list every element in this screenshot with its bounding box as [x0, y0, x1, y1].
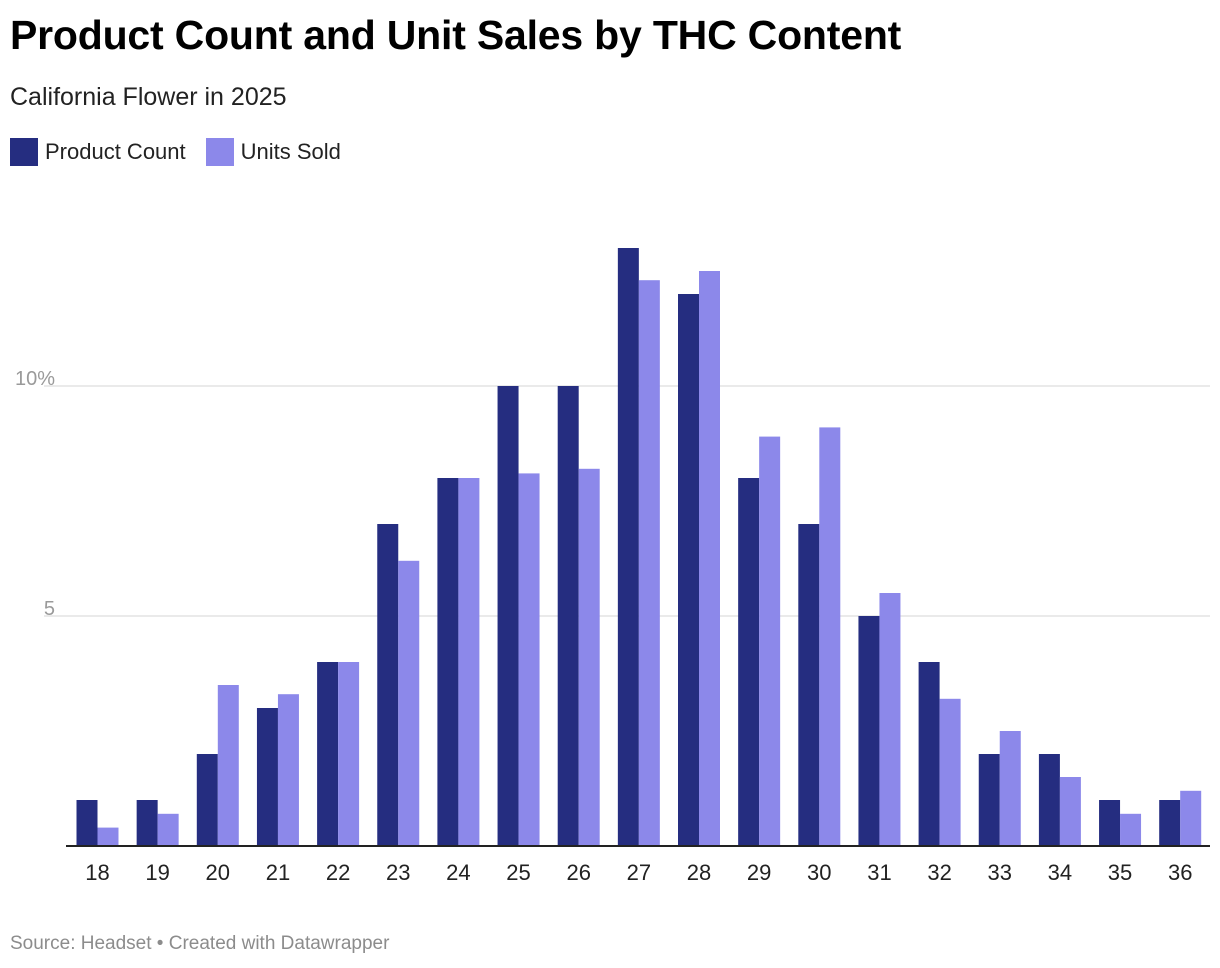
x-tick-label: 25 — [506, 860, 530, 885]
bar-units-sold — [277, 694, 299, 846]
x-tick-label: 33 — [988, 860, 1012, 885]
bar-product-count — [978, 754, 1000, 846]
bar-product-count — [858, 616, 880, 846]
chart-subtitle: California Flower in 2025 — [10, 83, 287, 111]
y-tick-label: 10% — [15, 368, 55, 390]
x-tick-label: 23 — [386, 860, 410, 885]
bar-product-count — [76, 800, 98, 846]
x-tick-label: 26 — [566, 860, 590, 885]
bar-product-count — [377, 524, 399, 846]
chart-legend: Product Count Units Sold — [10, 137, 361, 167]
x-tick-label: 34 — [1048, 860, 1072, 885]
bar-product-count — [1038, 754, 1060, 846]
bar-product-count — [497, 386, 519, 846]
x-tick-label: 22 — [326, 860, 350, 885]
bar-product-count — [678, 294, 699, 846]
bar-units-sold — [638, 280, 660, 846]
legend-item-units-sold: Units Sold — [205, 138, 341, 166]
legend-swatch-units-sold — [205, 138, 234, 166]
x-tick-label: 31 — [867, 860, 891, 885]
bar-product-count — [1159, 800, 1181, 846]
bar-units-sold — [157, 813, 179, 846]
bar-product-count — [437, 478, 459, 846]
bar-product-count — [918, 662, 940, 846]
x-tick-label: 21 — [266, 860, 290, 885]
bar-product-count — [196, 754, 218, 846]
bar-units-sold — [999, 731, 1021, 846]
bar-product-count — [1099, 800, 1121, 846]
legend-label-units-sold: Units Sold — [240, 139, 341, 164]
bar-product-count — [256, 708, 278, 846]
bar-units-sold — [699, 271, 720, 846]
x-tick-label: 36 — [1168, 860, 1192, 885]
bar-units-sold — [879, 593, 901, 846]
x-tick-label: 30 — [807, 860, 831, 885]
x-tick-label: 24 — [446, 860, 470, 885]
bar-units-sold — [97, 827, 119, 846]
bar-product-count — [317, 662, 339, 846]
bar-units-sold — [1120, 813, 1142, 846]
bar-units-sold — [338, 662, 360, 846]
x-tick-label: 32 — [927, 860, 951, 885]
bar-product-count — [738, 478, 760, 846]
bar-units-sold — [518, 473, 540, 846]
x-tick-label: 29 — [747, 860, 771, 885]
legend-item-product-count: Product Count — [10, 138, 186, 166]
bar-product-count — [617, 248, 639, 846]
bar-units-sold — [819, 427, 841, 846]
x-tick-label: 19 — [145, 860, 169, 885]
bar-units-sold — [578, 468, 600, 846]
chart-footer: Source: Headset • Created with Datawrapp… — [10, 933, 390, 954]
bar-units-sold — [1180, 790, 1202, 846]
x-tick-label: 28 — [687, 860, 711, 885]
bar-units-sold — [1059, 777, 1081, 846]
bar-units-sold — [759, 436, 781, 846]
x-tick-label: 27 — [627, 860, 651, 885]
bar-units-sold — [217, 685, 239, 846]
x-tick-label: 20 — [206, 860, 230, 885]
bar-product-count — [136, 800, 158, 846]
chart-title: Product Count and Unit Sales by THC Cont… — [10, 12, 902, 58]
bar-product-count — [798, 524, 820, 846]
x-tick-label: 18 — [85, 860, 109, 885]
legend-label-product-count: Product Count — [45, 139, 186, 164]
bar-units-sold — [398, 560, 420, 846]
x-tick-label: 35 — [1108, 860, 1132, 885]
bar-units-sold — [939, 698, 961, 846]
bar-product-count — [557, 386, 579, 846]
y-tick-label: 5 — [44, 598, 55, 620]
bar-units-sold — [458, 478, 480, 846]
legend-swatch-product-count — [10, 138, 38, 166]
